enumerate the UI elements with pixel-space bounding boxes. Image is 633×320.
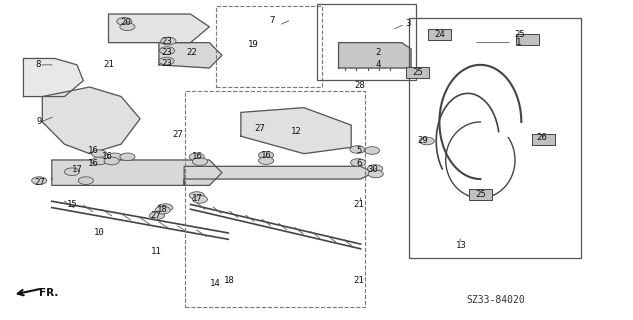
Text: 8: 8 (35, 60, 41, 69)
Polygon shape (159, 43, 222, 68)
Text: 21: 21 (103, 60, 114, 69)
Text: 16: 16 (102, 152, 113, 161)
Text: 15: 15 (67, 200, 78, 209)
Polygon shape (108, 14, 210, 43)
Text: 26: 26 (537, 133, 548, 142)
Circle shape (368, 165, 383, 172)
Circle shape (120, 153, 135, 161)
Text: 5: 5 (356, 146, 362, 155)
FancyBboxPatch shape (517, 34, 539, 45)
Polygon shape (184, 166, 373, 185)
Circle shape (155, 206, 170, 214)
FancyBboxPatch shape (532, 134, 555, 145)
Text: 16: 16 (261, 151, 272, 160)
Text: 2: 2 (375, 48, 381, 57)
Text: 13: 13 (456, 241, 467, 250)
Text: 12: 12 (291, 127, 302, 136)
Circle shape (92, 157, 106, 165)
Text: 29: 29 (417, 136, 428, 146)
Circle shape (159, 57, 174, 65)
Text: 21: 21 (353, 200, 364, 209)
Circle shape (149, 212, 165, 219)
Text: 16: 16 (87, 146, 98, 155)
Text: 6: 6 (356, 159, 362, 168)
Text: 27: 27 (151, 211, 161, 220)
Text: 9: 9 (37, 117, 42, 126)
Circle shape (189, 192, 204, 199)
Circle shape (116, 18, 132, 25)
Text: 10: 10 (94, 228, 104, 237)
Text: 25: 25 (515, 30, 525, 39)
Text: 23: 23 (162, 36, 173, 45)
Text: 18: 18 (224, 276, 235, 285)
Circle shape (258, 151, 273, 159)
Circle shape (365, 147, 380, 154)
Circle shape (32, 177, 47, 184)
Text: 11: 11 (151, 247, 161, 257)
Text: 16: 16 (87, 159, 98, 168)
Polygon shape (339, 43, 411, 68)
Circle shape (258, 157, 273, 164)
FancyBboxPatch shape (428, 29, 451, 40)
Text: 30: 30 (368, 165, 379, 174)
Text: SZ33-84020: SZ33-84020 (467, 295, 525, 305)
Circle shape (350, 146, 365, 153)
Text: FR.: FR. (39, 288, 59, 298)
Text: 3: 3 (405, 19, 411, 28)
Text: 14: 14 (210, 279, 221, 288)
Text: 27: 27 (172, 130, 183, 139)
Polygon shape (52, 160, 222, 185)
Circle shape (160, 47, 175, 54)
Text: 23: 23 (162, 59, 173, 68)
Circle shape (161, 37, 176, 45)
Text: 7: 7 (270, 16, 275, 25)
Polygon shape (241, 108, 351, 154)
Circle shape (189, 153, 204, 161)
Circle shape (92, 150, 106, 157)
Circle shape (158, 204, 173, 212)
Text: 25: 25 (412, 68, 423, 77)
Polygon shape (23, 59, 84, 97)
Text: 21: 21 (353, 276, 364, 285)
Circle shape (65, 168, 80, 176)
Text: 18: 18 (157, 205, 168, 214)
Text: 1: 1 (515, 38, 521, 47)
Circle shape (473, 190, 488, 198)
Text: 24: 24 (434, 30, 445, 39)
Text: 17: 17 (72, 165, 82, 174)
Text: 19: 19 (248, 40, 259, 49)
Text: 16: 16 (191, 152, 202, 161)
FancyBboxPatch shape (469, 188, 492, 200)
Circle shape (192, 196, 208, 203)
Circle shape (351, 159, 366, 166)
Circle shape (368, 170, 384, 178)
Polygon shape (42, 87, 140, 154)
FancyBboxPatch shape (406, 67, 429, 78)
Text: 23: 23 (162, 48, 173, 57)
Circle shape (120, 23, 135, 31)
Text: 27: 27 (34, 178, 44, 187)
Circle shape (107, 153, 122, 161)
Text: 25: 25 (475, 190, 486, 199)
Circle shape (104, 157, 119, 165)
Text: 28: 28 (354, 81, 365, 90)
Circle shape (419, 137, 434, 145)
Text: 27: 27 (254, 124, 265, 133)
Circle shape (192, 158, 208, 165)
Text: 20: 20 (121, 18, 132, 27)
Text: 22: 22 (186, 48, 197, 57)
Text: 4: 4 (375, 60, 381, 69)
Circle shape (78, 177, 94, 184)
Text: 17: 17 (191, 194, 202, 203)
